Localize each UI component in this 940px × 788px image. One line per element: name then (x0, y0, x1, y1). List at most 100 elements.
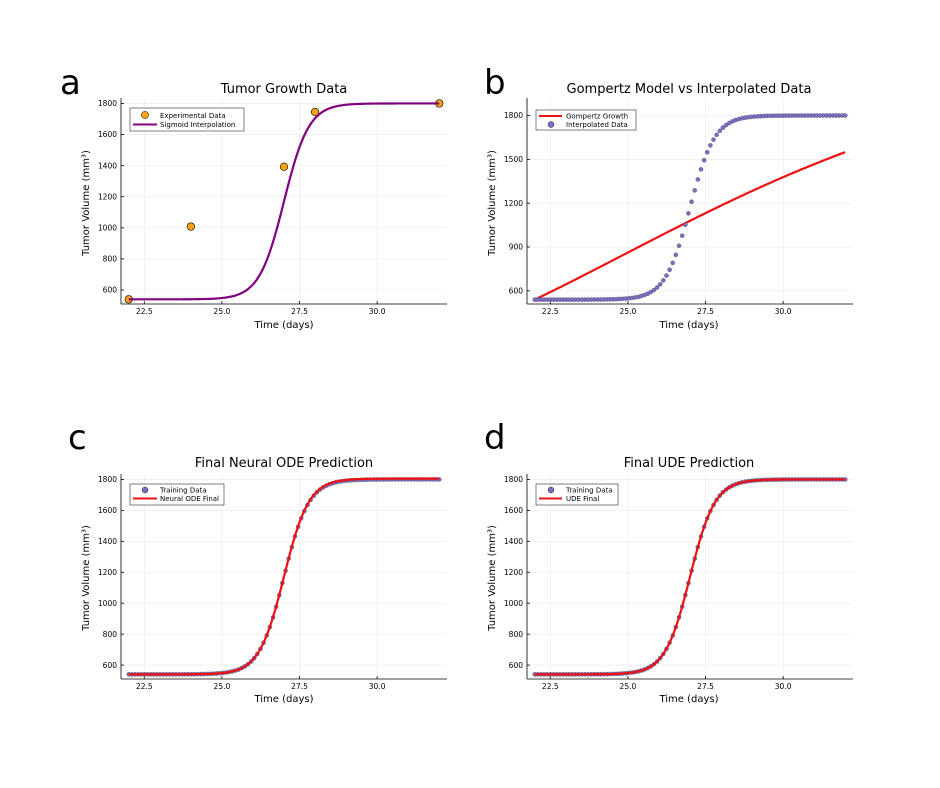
panel-c-tick-labels: 22.5 25.0 27.5 30.0 600 800 1000 1200 1400 1600 18… (98, 475, 386, 691)
panel-c: Final Neural ODE Prediction 22.5 25.0 27.5… (81, 456, 447, 705)
panel-a-ytick-label-1: 800 (103, 255, 118, 264)
panel-a-series-0-point-1 (186, 222, 195, 231)
panel-b-legend-marker-1 (547, 121, 555, 128)
panel-c-ytick-label-0: 600 (103, 661, 118, 670)
panel-a-tick-labels: 22.5 25.0 27.5 30.0 600 800 1000 1200 1400 1600 18… (98, 99, 386, 316)
panel-b-series-1-point-55 (704, 150, 710, 155)
panel-d-axes (526, 474, 853, 680)
panel-b-series-1-point-48 (683, 222, 688, 228)
panel-c-data-marks (126, 477, 442, 677)
panel-d-data-marks (532, 477, 848, 677)
panel-b-series-1-point-44 (670, 260, 676, 266)
panel-c-legend-label-0: Training Data (159, 487, 207, 495)
panel-b-ylabel: Tumor Volume (mm³) (487, 150, 498, 257)
panel-a-legend: Experimental Data Sigmoid Interpolation (129, 107, 245, 132)
panel-d-ytick-label-2: 1000 (504, 599, 523, 608)
panel-b-series-1-point-51 (692, 188, 697, 193)
panel-d-ytick-label-1: 800 (509, 630, 524, 639)
panel-c-axes (120, 474, 447, 680)
panel-a-ylabel: Tumor Volume (mm³) (81, 150, 92, 257)
panel-d-legend: Training Data UDE Final (535, 483, 619, 506)
panel-a-title: Tumor Growth Data (220, 82, 348, 97)
panel-d-ylabel: Tumor Volume (mm³) (487, 525, 498, 632)
panel-letter-d: d (484, 418, 506, 458)
panel-d-legend-marker-0 (547, 486, 555, 494)
panel-a: Tumor Growth Data 22.5 25.0 27.5 30.0 600 800… (81, 82, 447, 331)
panel-b-series-1-point-61 (723, 122, 729, 128)
panel-c-legend-marker-0 (141, 486, 149, 494)
panel-d-ytick-label-0: 600 (509, 661, 524, 670)
panel-b-series-1-point-41 (661, 278, 666, 283)
panel-a-ytick-label-6: 1800 (98, 99, 117, 108)
panel-b-series-1-point-38 (651, 287, 657, 293)
panel-a-axes (120, 98, 447, 305)
panel-b-series-1-point-49 (686, 211, 691, 216)
panel-b-series-1-point-46 (676, 243, 682, 249)
panel-a-ytick-label-5: 1600 (98, 130, 117, 139)
panel-b-xtick-label-2: 27.5 (697, 307, 714, 316)
panel-d-xtick-label-3: 30.0 (775, 682, 792, 691)
panel-c-ytick-label-3: 1200 (98, 568, 117, 577)
panel-a-data-marks (124, 99, 444, 304)
panel-c-series-1-line (128, 477, 440, 676)
panel-b-series-1-point-59 (717, 128, 723, 134)
panel-b-ytick-label-4: 1800 (504, 111, 523, 120)
panel-b-series-1-point-39 (654, 285, 660, 290)
panel-b-series-1-point-52 (695, 177, 701, 182)
panel-a-ytick-label-4: 1400 (98, 161, 117, 170)
panel-c-legend-box (129, 483, 225, 506)
panel-a-gridlines (121, 98, 447, 304)
panel-a-legend-marker-0 (141, 111, 149, 119)
panel-b: Gompertz Model vs Interpolated Data 22.5… (487, 82, 853, 331)
panel-c-title: Final Neural ODE Prediction (195, 456, 373, 471)
panel-b-series-1-point-45 (673, 252, 679, 258)
panel-d-xtick-label-1: 25.0 (620, 682, 637, 691)
panel-c-ytick-label-5: 1600 (98, 506, 117, 515)
panel-c-legend-label-1: Neural ODE Final (160, 495, 219, 503)
panel-b-xtick-label-3: 30.0 (775, 307, 792, 316)
panel-b-ytick-label-0: 600 (509, 287, 524, 296)
panel-b-data-marks (532, 113, 848, 302)
panel-b-series-1-point-57 (711, 137, 716, 142)
panel-a-ytick-label-3: 1200 (98, 192, 117, 201)
panel-b-legend: Gompertz Growth Interpolated Data (535, 109, 637, 131)
panel-c-xtick-label-0: 22.5 (136, 682, 153, 691)
panel-d-title: Final UDE Prediction (624, 456, 755, 471)
panel-d-series-1-line (534, 478, 846, 676)
panel-b-series-1-point-37 (648, 289, 654, 295)
panel-b-xtick-label-0: 22.5 (542, 307, 559, 316)
panel-a-series-0-point-2 (279, 162, 289, 171)
panel-d-ytick-label-5: 1600 (504, 506, 523, 515)
panel-d-ytick-label-3: 1200 (504, 568, 523, 577)
panel-letter-b: b (484, 63, 506, 103)
panel-b-ytick-label-2: 1200 (504, 199, 523, 208)
panel-d: Final UDE Prediction 22.5 25.0 27.5 30.0 600… (487, 456, 853, 705)
panel-b-legend-label-0: Gompertz Growth (566, 113, 628, 121)
panel-letter-c: c (68, 418, 87, 458)
panel-a-legend-label-1: Sigmoid Interpolation (160, 121, 235, 129)
panel-a-xlabel: Time (days) (253, 320, 313, 331)
panel-b-ytick-label-1: 900 (509, 243, 524, 252)
panel-d-xlabel: Time (days) (658, 694, 718, 705)
panel-b-series-1-point-43 (667, 267, 672, 272)
panel-c-gridlines (121, 474, 447, 679)
panel-b-series-1-point-50 (689, 199, 694, 205)
panel-d-legend-label-1: UDE Final (566, 495, 599, 503)
panel-c-ytick-label-4: 1400 (98, 537, 117, 546)
panel-letter-a: a (60, 63, 81, 103)
panel-b-series-0-line (534, 151, 846, 301)
panel-b-series-1-point-56 (708, 143, 713, 148)
panel-b-title: Gompertz Model vs Interpolated Data (567, 82, 812, 97)
panel-c-xlabel: Time (days) (253, 694, 313, 705)
panel-a-series-0-point-3 (310, 107, 320, 117)
panel-a-series-1-line (128, 102, 440, 301)
panel-c-xtick-label-2: 27.5 (291, 682, 308, 691)
panel-d-legend-label-0: Training Data (565, 487, 613, 495)
panel-a-legend-label-0: Experimental Data (160, 112, 226, 120)
panel-c-ytick-label-1: 800 (103, 630, 118, 639)
panel-d-xtick-label-0: 22.5 (542, 682, 559, 691)
panel-d-ytick-label-6: 1800 (504, 475, 523, 484)
panel-d-ytick-label-4: 1400 (504, 537, 523, 546)
